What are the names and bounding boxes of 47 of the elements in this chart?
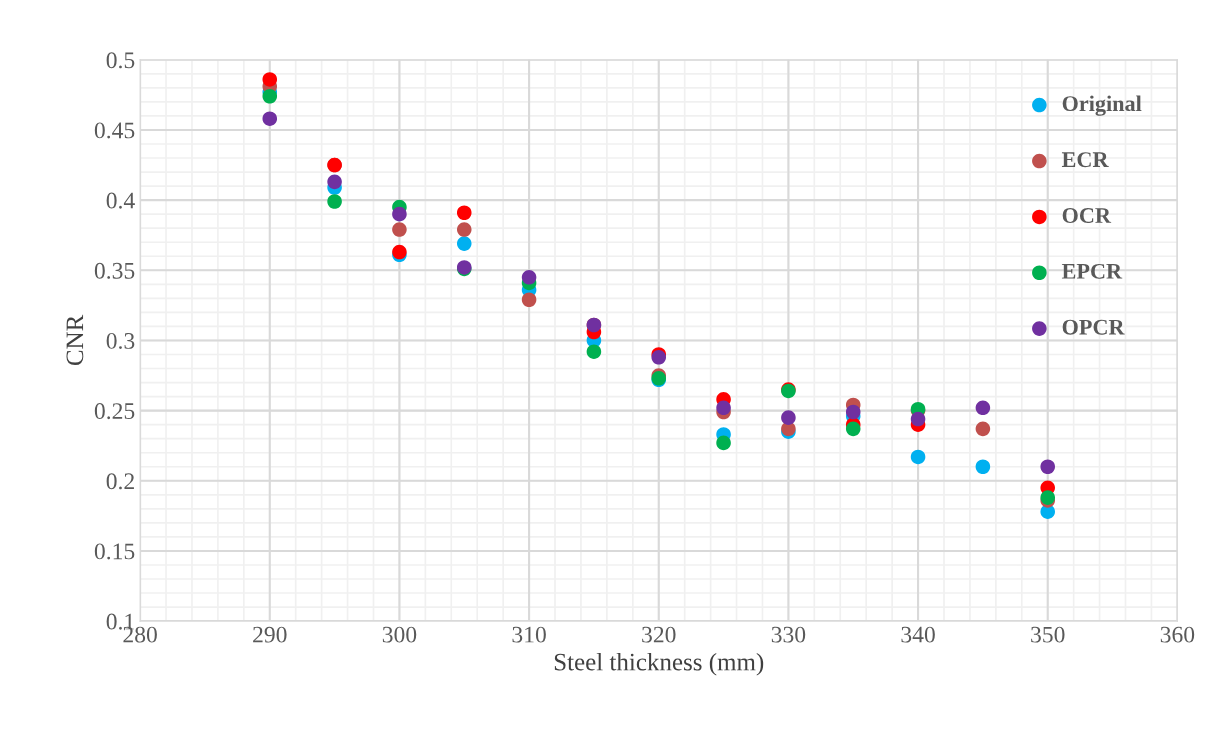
y-tick-label: 0.5 (106, 52, 135, 69)
y-tick-label: 0.15 (94, 543, 135, 560)
x-tick-label: 350 (1031, 626, 1065, 643)
point (262, 72, 278, 87)
legend-label: ECR (1061, 152, 1109, 168)
y-tick-label: 0.2 (106, 473, 134, 490)
point (910, 449, 926, 465)
x-tick-label: 300 (382, 626, 417, 643)
point (327, 174, 342, 190)
legend-label: OPCR (1062, 319, 1125, 335)
x-tick-label: 290 (253, 626, 287, 643)
point (910, 411, 926, 427)
y-tick-label: 0.4 (106, 192, 135, 209)
y-tick-label: 0.25 (94, 403, 135, 420)
point (392, 222, 407, 237)
point (456, 236, 472, 251)
point (262, 88, 278, 104)
point (781, 410, 796, 425)
point (845, 404, 861, 420)
point (521, 270, 537, 285)
y-axis-title: CNR (66, 314, 84, 366)
point (975, 459, 991, 475)
y-tick-label: 0.3 (106, 332, 135, 349)
point (521, 292, 537, 308)
point (456, 222, 472, 237)
x-tick-label: 310 (512, 626, 546, 643)
point (327, 194, 342, 209)
x-tick-label: 320 (642, 626, 676, 643)
point (845, 421, 861, 437)
x-tick-label: 340 (901, 626, 935, 643)
legend-label: Original (1062, 95, 1142, 116)
point (586, 344, 602, 359)
point (975, 421, 991, 437)
x-axis-title: Steel thickness (mm) (554, 652, 764, 676)
legend-label: OCR (1062, 208, 1112, 223)
point (975, 400, 991, 416)
point (456, 205, 472, 221)
y-tick-label: 0.45 (94, 122, 135, 139)
point (392, 206, 407, 222)
y-tick-label: 0.35 (94, 262, 135, 279)
x-tick-label: 330 (771, 626, 806, 643)
point (716, 400, 731, 416)
point (262, 111, 278, 126)
point (1040, 459, 1056, 475)
x-tick-label: 360 (1160, 626, 1195, 643)
point (716, 435, 731, 451)
legend-label: EPCR (1061, 263, 1123, 279)
